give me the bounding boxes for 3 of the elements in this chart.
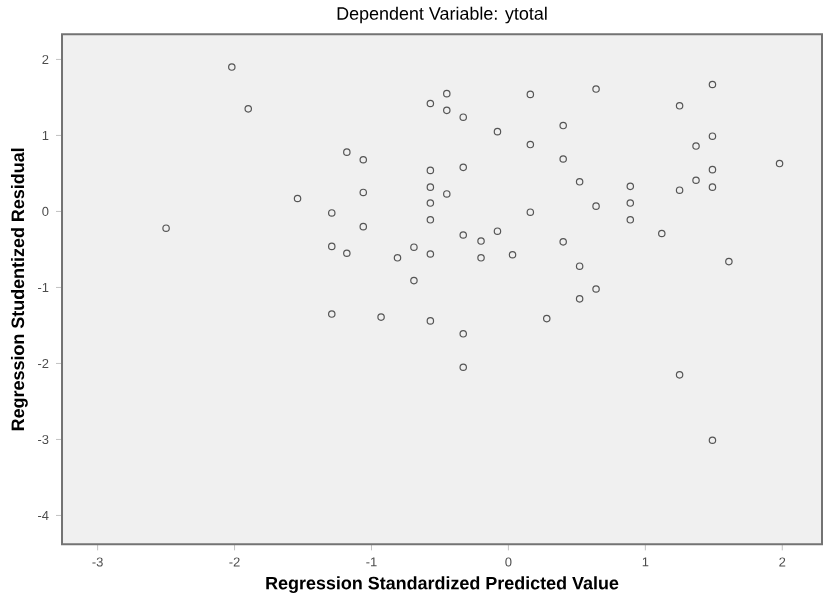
x-axis-title: Regression Standardized Predicted Value: [266, 576, 619, 593]
y-axis-title: Regression Studentized Residual: [10, 148, 28, 430]
chart-title: Dependent Variable: ytotal: [337, 6, 547, 24]
